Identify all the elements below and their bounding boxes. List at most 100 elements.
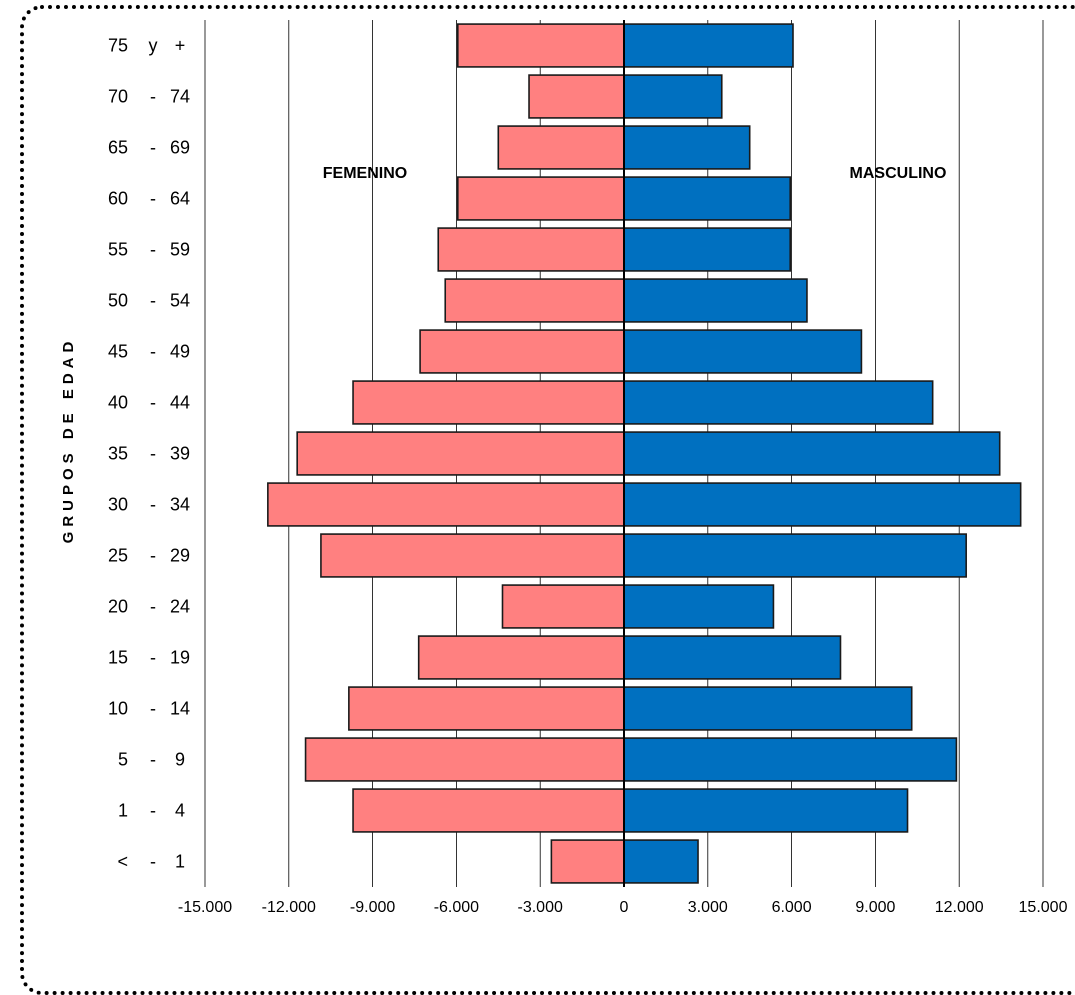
x-tick-label-3: -6.000 xyxy=(434,899,479,916)
annotation-masculino: MASCULINO xyxy=(850,165,947,182)
bar-femenino-4 xyxy=(437,227,625,272)
x-tick-label-2: -9.000 xyxy=(350,899,395,916)
population-pyramid-chart: 75 y +70-7465-6960-6455-5950-5445-4940-443… xyxy=(60,20,1068,916)
annotation-femenino: FEMENINO xyxy=(323,165,407,182)
bar-femenino-3 xyxy=(456,176,625,221)
category-label-7-part-1: - xyxy=(150,393,156,413)
category-label-10-part-2: 29 xyxy=(170,546,190,566)
category-label-15-part-1: - xyxy=(150,801,156,821)
x-tick-label-0: -15.000 xyxy=(178,899,232,916)
bar-masculino-5 xyxy=(623,278,808,323)
category-label-16-part-0: < xyxy=(117,852,128,872)
bar-masculino-3 xyxy=(623,176,792,221)
category-label-7-part-2: 44 xyxy=(170,393,190,413)
category-label-4-part-0: 55 xyxy=(108,240,128,260)
x-tick-label-1: -12.000 xyxy=(262,899,316,916)
bar-femenino-8 xyxy=(296,431,625,476)
category-label-13-part-0: 10 xyxy=(108,699,128,719)
category-label-3-part-0: 60 xyxy=(108,189,128,209)
x-tick-label-9: 12.000 xyxy=(935,899,984,916)
category-label-6-part-2: 49 xyxy=(170,342,190,362)
category-label-11-part-0: 20 xyxy=(108,597,128,617)
category-label-1-part-2: 74 xyxy=(170,87,190,107)
category-label-1-part-0: 70 xyxy=(108,87,128,107)
bar-femenino-6 xyxy=(419,329,625,374)
category-label-0-part-1: y xyxy=(149,36,158,56)
category-label-0-part-2: + xyxy=(175,36,186,56)
category-label-3-part-2: 64 xyxy=(170,189,190,209)
bar-masculino-0 xyxy=(623,23,794,68)
bar-masculino-14 xyxy=(623,737,958,782)
bar-femenino-16 xyxy=(550,839,625,884)
bar-masculino-6 xyxy=(623,329,863,374)
category-label-11-part-2: 24 xyxy=(170,597,190,617)
category-label-12-part-0: 15 xyxy=(108,648,128,668)
category-label-8-part-0: 35 xyxy=(108,444,128,464)
category-label-5-part-2: 54 xyxy=(170,291,190,311)
category-label-15-part-2: 4 xyxy=(175,801,185,821)
bar-masculino-10 xyxy=(623,533,967,578)
x-tick-label-6: 3.000 xyxy=(688,899,728,916)
category-label-2-part-2: 69 xyxy=(170,138,190,158)
bar-masculino-4 xyxy=(623,227,792,272)
bar-femenino-12 xyxy=(417,635,625,680)
category-label-11-part-1: - xyxy=(150,597,156,617)
x-tick-label-5: 0 xyxy=(620,899,629,916)
category-label-5-part-0: 50 xyxy=(108,291,128,311)
bar-femenino-1 xyxy=(528,74,625,119)
category-label-1-part-1: - xyxy=(150,87,156,107)
category-label-14-part-2: 9 xyxy=(175,750,185,770)
category-label-6-part-0: 45 xyxy=(108,342,128,362)
category-label-16-part-2: 1 xyxy=(175,852,185,872)
category-label-9-part-1: - xyxy=(150,495,156,515)
category-label-12-part-2: 19 xyxy=(170,648,190,668)
x-tick-label-10: 15.000 xyxy=(1019,899,1068,916)
category-label-8-part-2: 39 xyxy=(170,444,190,464)
bar-femenino-5 xyxy=(444,278,625,323)
category-label-3-part-1: - xyxy=(150,189,156,209)
category-label-12-part-1: - xyxy=(150,648,156,668)
bar-femenino-11 xyxy=(501,584,625,629)
bar-femenino-14 xyxy=(304,737,625,782)
category-label-8-part-1: - xyxy=(150,444,156,464)
bar-femenino-7 xyxy=(352,380,625,425)
bar-masculino-2 xyxy=(623,125,751,170)
category-label-2-part-1: - xyxy=(150,138,156,158)
category-label-9-part-2: 34 xyxy=(170,495,190,515)
category-label-10-part-0: 25 xyxy=(108,546,128,566)
bar-femenino-13 xyxy=(348,686,625,731)
bar-femenino-10 xyxy=(320,533,625,578)
bar-femenino-0 xyxy=(456,23,625,68)
bars xyxy=(267,23,1022,884)
category-label-13-part-1: - xyxy=(150,699,156,719)
bar-femenino-9 xyxy=(267,482,625,527)
bar-masculino-7 xyxy=(623,380,934,425)
category-label-0-part-0: 75 xyxy=(108,36,128,56)
bar-femenino-15 xyxy=(352,788,625,833)
x-tick-labels: -15.000 -12.000 -9.000 -6.000 -3.000 0 3.000 6.… xyxy=(178,899,1068,916)
category-label-14-part-1: - xyxy=(150,750,156,770)
category-label-10-part-1: - xyxy=(150,546,156,566)
y-axis-label: GRUPOS DE EDAD xyxy=(60,337,77,544)
category-label-7-part-0: 40 xyxy=(108,393,128,413)
bar-masculino-12 xyxy=(623,635,842,680)
category-label-6-part-1: - xyxy=(150,342,156,362)
bar-masculino-9 xyxy=(623,482,1022,527)
x-tick-label-8: 9.000 xyxy=(855,899,895,916)
bar-femenino-2 xyxy=(497,125,625,170)
category-label-4-part-1: - xyxy=(150,240,156,260)
category-label-13-part-2: 14 xyxy=(170,699,190,719)
category-label-15-part-0: 1 xyxy=(118,801,128,821)
bar-masculino-8 xyxy=(623,431,1001,476)
bar-masculino-1 xyxy=(623,74,723,119)
category-label-5-part-1: - xyxy=(150,291,156,311)
category-label-16-part-1: - xyxy=(150,852,156,872)
category-label-14-part-0: 5 xyxy=(118,750,128,770)
category-label-4-part-2: 59 xyxy=(170,240,190,260)
bar-masculino-16 xyxy=(623,839,699,884)
category-label-2-part-0: 65 xyxy=(108,138,128,158)
x-tick-label-4: -3.000 xyxy=(518,899,563,916)
bar-masculino-15 xyxy=(623,788,909,833)
bar-masculino-11 xyxy=(623,584,775,629)
category-label-9-part-0: 30 xyxy=(108,495,128,515)
